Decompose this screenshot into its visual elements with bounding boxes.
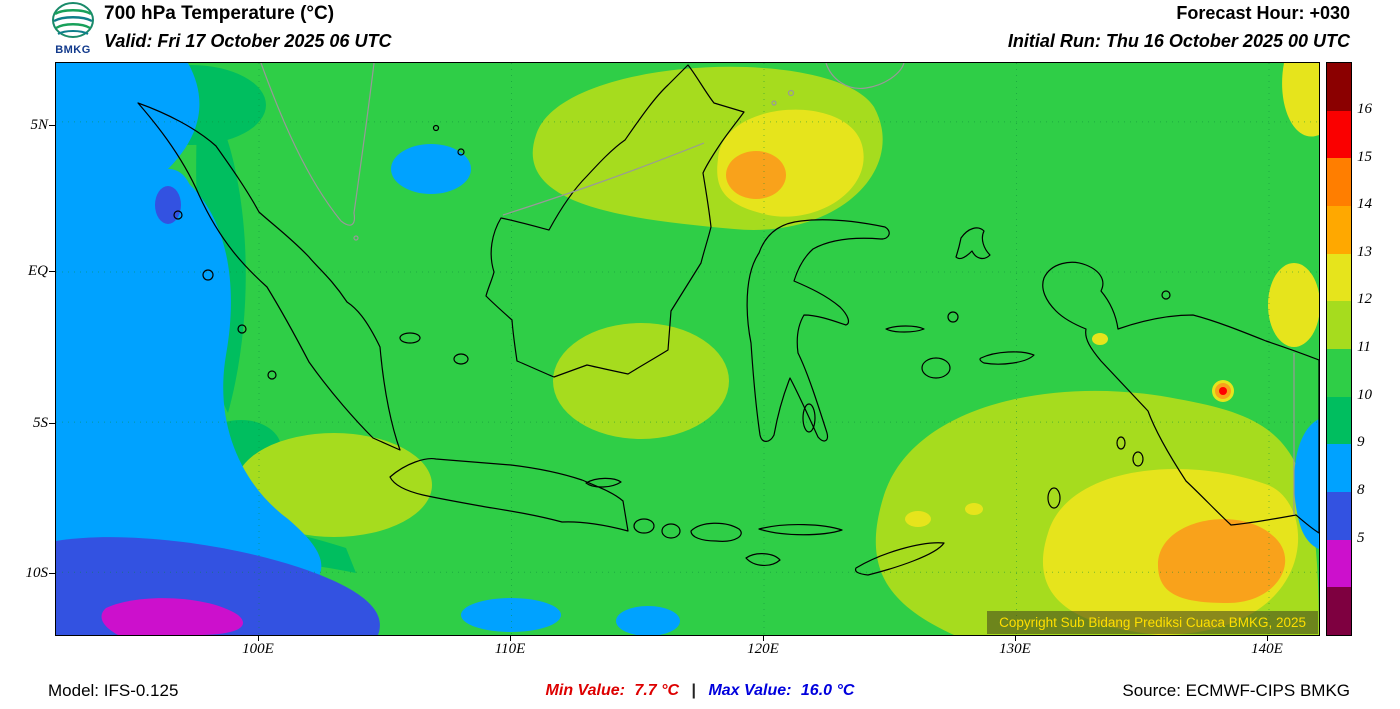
minmax-row: Min Value: 7.7 °C | Max Value: 16.0 °C — [0, 682, 1400, 700]
colorbar-segment — [1327, 301, 1351, 350]
colorbar-segment — [1327, 492, 1351, 540]
copyright-watermark: Copyright Sub Bidang Prediksi Cuaca BMKG… — [987, 611, 1318, 634]
colorbar-label-11: 11 — [1357, 339, 1371, 355]
page-title: 700 hPa Temperature (°C) — [104, 3, 335, 24]
graticule-lines — [56, 63, 1319, 635]
map-container: Copyright Sub Bidang Prediksi Cuaca BMKG… — [55, 62, 1320, 636]
colorbar-segment — [1327, 587, 1351, 636]
colorbar-label-8: 8 — [1357, 482, 1365, 498]
source-label: Source: ECMWF-CIPS BMKG — [1122, 681, 1350, 700]
colorbar-segment — [1327, 253, 1351, 302]
lat-label-5s: 5S — [33, 415, 48, 431]
max-value-label: Max Value: — [708, 682, 792, 699]
temperature-field-svg — [56, 63, 1319, 635]
colorbar-segment — [1327, 444, 1351, 493]
colorbar — [1326, 62, 1352, 636]
axis-tick — [1267, 635, 1268, 641]
colorbar-segment — [1327, 539, 1351, 588]
axis-tick — [763, 635, 764, 641]
axis-tick — [510, 635, 511, 641]
colorbar-label-12: 12 — [1357, 291, 1372, 307]
bmkg-logo-label: BMKG — [55, 44, 91, 56]
lon-label-140e: 140E — [1251, 641, 1283, 657]
axis-tick — [49, 573, 55, 574]
axis-tick — [49, 423, 55, 424]
lon-label-120e: 120E — [747, 641, 779, 657]
min-value: 7.7 °C — [634, 682, 680, 699]
colorbar-segment — [1327, 110, 1351, 159]
colorbar-segment — [1327, 349, 1351, 397]
bmkg-logo: BMKG — [46, 1, 100, 57]
colorbar-label-14: 14 — [1357, 196, 1372, 212]
lon-label-130e: 130E — [999, 641, 1031, 657]
minmax-separator: | — [691, 682, 696, 699]
colorbar-label-13: 13 — [1357, 244, 1372, 260]
colorbar-segment — [1327, 206, 1351, 254]
colorbar-label-5: 5 — [1357, 530, 1365, 546]
forecast-hour-label: Forecast Hour: +030 — [1176, 3, 1350, 23]
axis-tick — [258, 635, 259, 641]
model-label: Model: IFS-0.125 — [48, 681, 179, 700]
axis-tick — [49, 271, 55, 272]
colorbar-segment — [1327, 158, 1351, 207]
lat-label-eq: EQ — [28, 263, 48, 279]
colorbar-label-10: 10 — [1357, 387, 1372, 403]
max-value: 16.0 °C — [800, 682, 855, 699]
initial-run-label: Initial Run: Thu 16 October 2025 00 UTC — [1007, 31, 1350, 51]
min-value-label: Min Value: — [545, 682, 625, 699]
lon-label-100e: 100E — [242, 641, 274, 657]
coastlines — [137, 64, 1319, 576]
temperature-shading — [56, 63, 1319, 635]
valid-time-label: Valid: Fri 17 October 2025 06 UTC — [104, 31, 392, 51]
lon-label-110e: 110E — [494, 641, 526, 657]
lat-label-10s: 10S — [25, 565, 49, 581]
colorbar-segment — [1327, 396, 1351, 445]
foreign-borders — [260, 63, 1295, 515]
colorbar-label-15: 15 — [1357, 149, 1372, 165]
colorbar-segment — [1327, 63, 1351, 111]
colorbar-label-9: 9 — [1357, 434, 1365, 450]
axis-tick — [1015, 635, 1016, 641]
axis-tick — [49, 125, 55, 126]
bmkg-logo-icon — [52, 2, 94, 38]
colorbar-label-16: 16 — [1357, 101, 1372, 117]
lat-label-5n: 5N — [30, 117, 48, 133]
